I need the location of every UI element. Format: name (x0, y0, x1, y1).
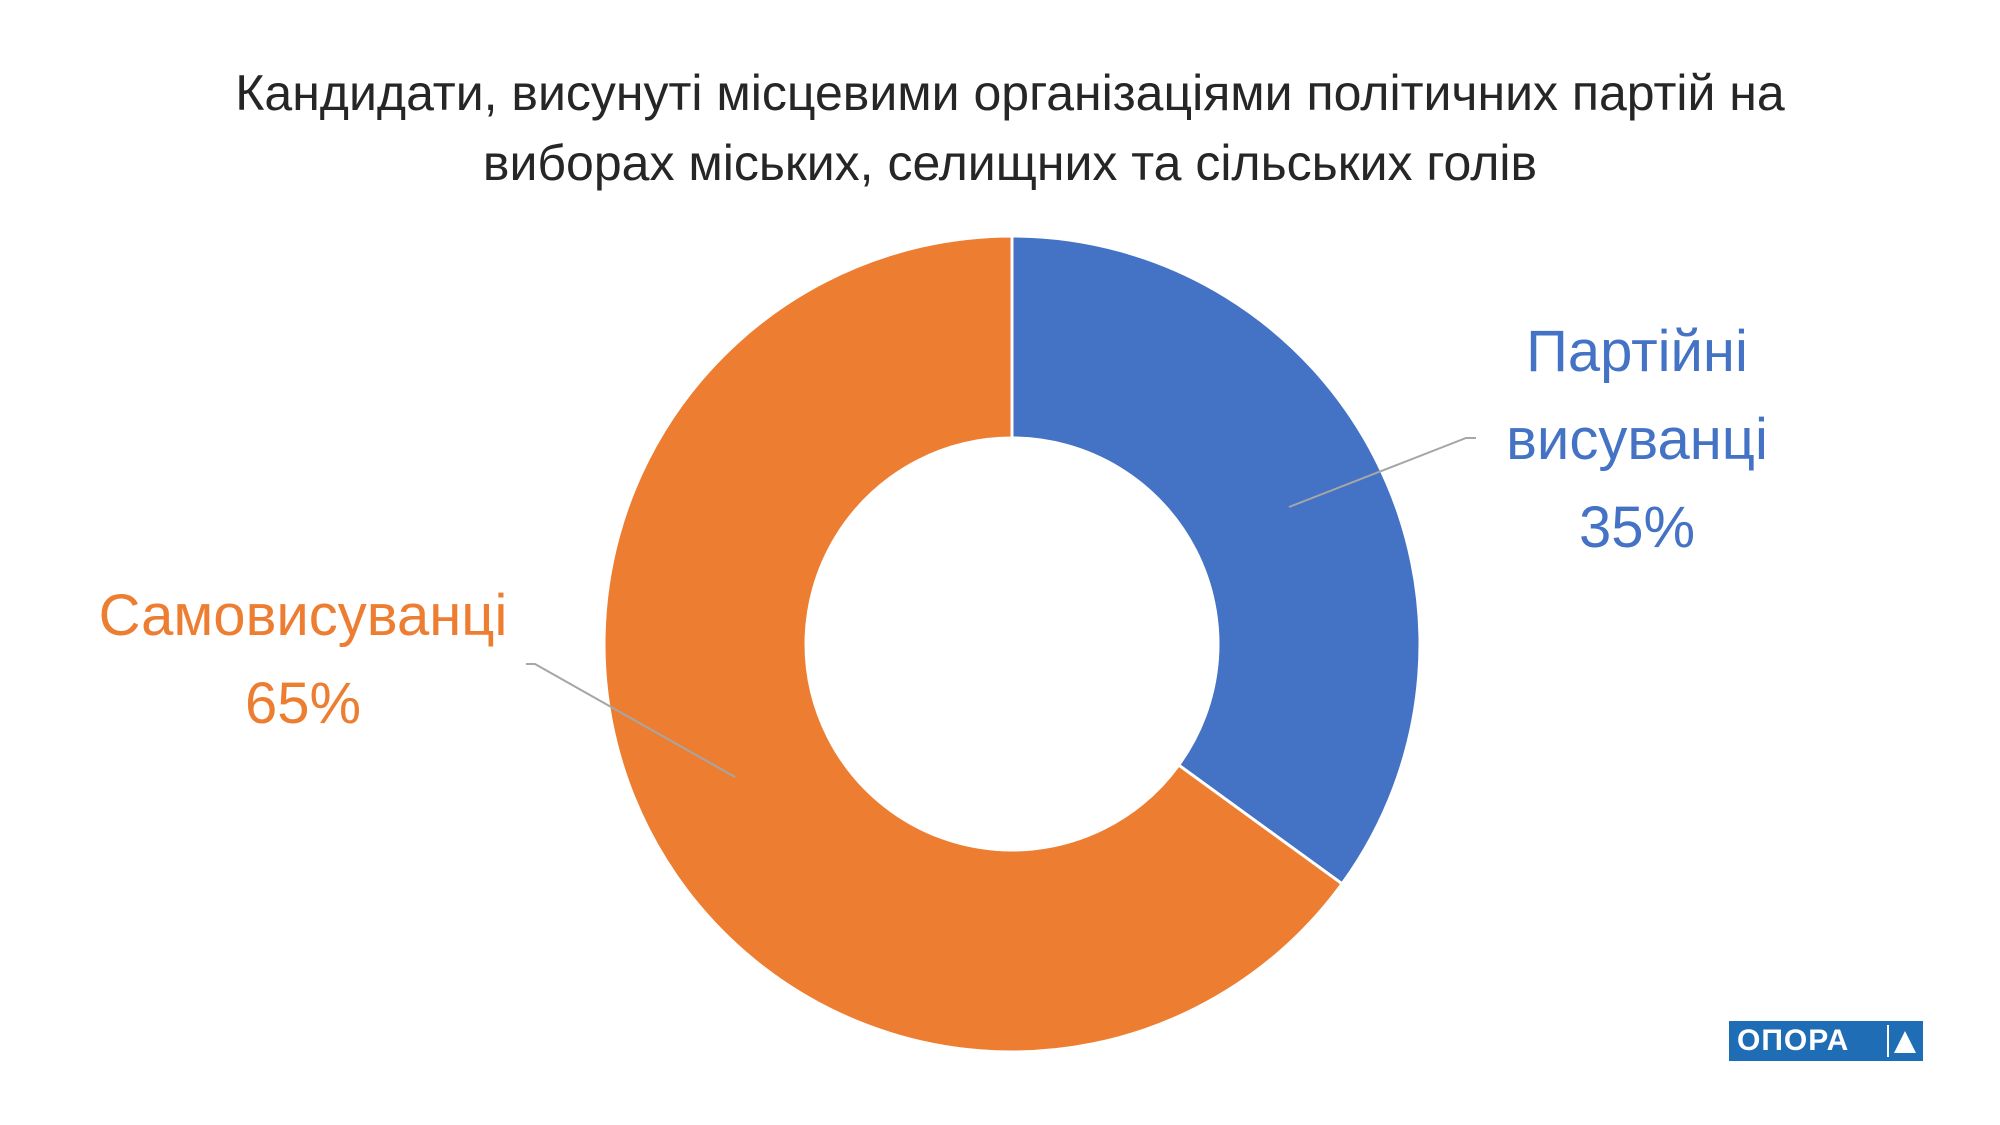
category-label: Партійні висуванці (1506, 319, 1768, 472)
logo-text: ОПОРА (1737, 1024, 1850, 1057)
category-label: Самовисуванці (98, 583, 508, 648)
leader-line (1288, 437, 1476, 508)
donut-segment (1010, 234, 1422, 886)
donut-segment (602, 234, 1345, 1054)
data-label: Самовисуванці 65% (63, 572, 543, 748)
chart-title: Кандидати, висунуті місцевими організаці… (235, 65, 1785, 191)
logo: ОПОРА (1729, 1021, 1923, 1061)
value-label: 65% (244, 671, 362, 736)
leader-line (526, 663, 736, 778)
value-label: 35% (1578, 495, 1696, 560)
data-label: Партійні висуванці 35% (1457, 308, 1817, 572)
logo-icon (1887, 1025, 1916, 1057)
